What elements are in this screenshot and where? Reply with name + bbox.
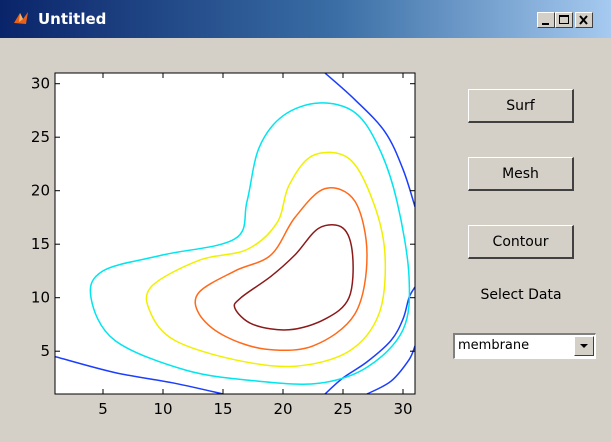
title-bar[interactable]: Untitled xyxy=(0,0,611,38)
select-data-label: Select Data xyxy=(480,287,562,303)
contour-line-1 xyxy=(55,355,224,394)
contour-line-6 xyxy=(145,151,387,368)
matlab-logo-icon xyxy=(14,12,28,24)
x-tick-label: 20 xyxy=(273,400,292,418)
contour-line-2 xyxy=(324,73,415,208)
window-title: Untitled xyxy=(38,10,107,28)
close-icon xyxy=(579,15,588,25)
maximize-icon xyxy=(559,15,569,24)
contour-line-5 xyxy=(89,102,411,385)
y-tick-label: 15 xyxy=(31,235,50,253)
maximize-button[interactable] xyxy=(555,12,573,28)
x-tick-label: 10 xyxy=(153,400,172,418)
x-tick-label: 5 xyxy=(98,400,108,418)
y-tick-label: 5 xyxy=(40,342,50,360)
contour-line-7 xyxy=(194,187,368,352)
y-tick-label: 10 xyxy=(31,289,50,307)
x-tick-label: 30 xyxy=(393,400,412,418)
minimize-icon xyxy=(542,23,549,25)
close-button[interactable] xyxy=(575,12,593,28)
y-tick-label: 25 xyxy=(31,128,50,146)
plot-area xyxy=(55,73,415,394)
x-tick-label: 25 xyxy=(333,400,352,418)
contour-button[interactable]: Contour xyxy=(468,225,574,259)
chevron-down-icon xyxy=(580,344,588,348)
y-tick-label: 20 xyxy=(31,182,50,200)
mesh-button[interactable]: Mesh xyxy=(468,157,574,191)
data-dropdown[interactable]: membrane xyxy=(453,333,596,359)
minimize-button[interactable] xyxy=(537,12,555,28)
y-tick-label: 30 xyxy=(31,75,50,93)
dropdown-arrow-button[interactable] xyxy=(574,336,594,356)
dropdown-value: membrane xyxy=(458,338,530,353)
surf-button[interactable]: Surf xyxy=(468,89,574,123)
axes-box xyxy=(54,72,416,395)
x-tick-label: 15 xyxy=(213,400,232,418)
contour-line-8 xyxy=(233,224,354,331)
